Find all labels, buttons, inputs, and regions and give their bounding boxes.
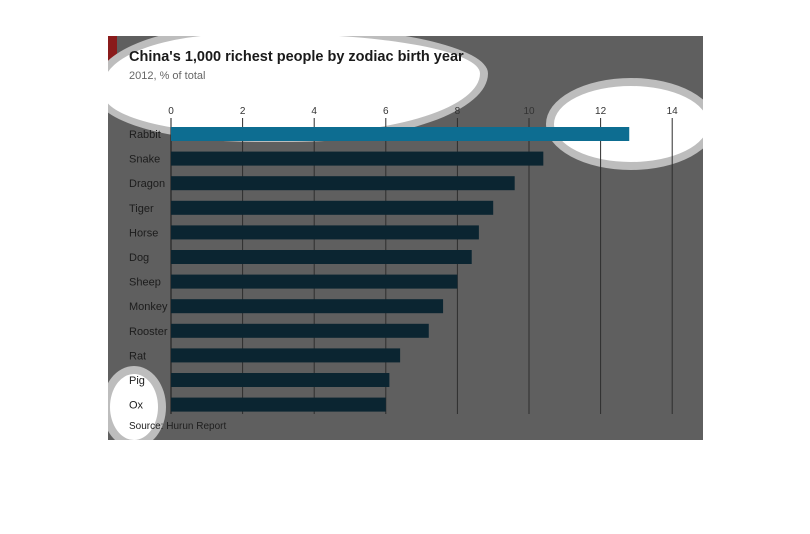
category-labels: Rabbit Snake Dragon Tiger Horse Dog Sheep Monke… bbox=[129, 129, 168, 412]
bar-tiger bbox=[171, 200, 494, 215]
x-tick-label: 12 bbox=[595, 106, 607, 117]
bar-snake bbox=[171, 151, 544, 166]
bar-ox bbox=[171, 397, 386, 412]
x-tick-label: 6 bbox=[383, 106, 389, 117]
red-tag bbox=[108, 36, 117, 62]
x-tick-label: 4 bbox=[311, 106, 317, 117]
bar-dragon bbox=[171, 176, 515, 191]
gridlines bbox=[170, 118, 673, 414]
bar-rabbit bbox=[171, 127, 630, 141]
x-tick-label: 8 bbox=[455, 106, 461, 117]
category-label-dragon: Dragon bbox=[129, 178, 165, 190]
bar-sheep bbox=[171, 274, 458, 289]
chart-source: Source: Hurun Report bbox=[129, 421, 227, 432]
category-label-snake: Snake bbox=[129, 154, 160, 166]
bar-monkey bbox=[171, 299, 444, 314]
x-tick-label: 2 bbox=[240, 106, 246, 117]
x-tick-label: 10 bbox=[523, 106, 535, 117]
category-label-horse: Horse bbox=[129, 227, 158, 239]
chart-panel: 0 2 4 6 8 10 12 14 Rabbit Snake Dragon Tiger Horse D… bbox=[108, 36, 703, 440]
bar-rat bbox=[171, 348, 401, 363]
bar-pig bbox=[171, 373, 390, 387]
chart-subtitle: 2012, % of total bbox=[129, 70, 206, 82]
category-label-rooster: Rooster bbox=[129, 326, 168, 338]
category-label-rat: Rat bbox=[129, 350, 146, 362]
category-label-tiger: Tiger bbox=[129, 203, 154, 215]
chart-title: China's 1,000 richest people by zodiac b… bbox=[129, 49, 464, 65]
bar-dog bbox=[171, 250, 472, 264]
category-label-pig: Pig bbox=[129, 375, 145, 387]
highlight-blob-top-right bbox=[546, 78, 703, 170]
bar-chart: 0 2 4 6 8 10 12 14 Rabbit Snake Dragon Tiger Horse D… bbox=[129, 106, 678, 414]
category-label-ox: Ox bbox=[129, 400, 144, 412]
x-tick-label: 0 bbox=[168, 106, 174, 117]
x-tick-label: 14 bbox=[667, 106, 679, 117]
category-label-dog: Dog bbox=[129, 252, 149, 264]
bar-rooster bbox=[171, 323, 429, 338]
category-label-sheep: Sheep bbox=[129, 277, 161, 289]
x-tick-labels: 0 2 4 6 8 10 12 14 bbox=[168, 106, 678, 117]
category-label-rabbit: Rabbit bbox=[129, 129, 161, 141]
bars bbox=[171, 127, 630, 412]
category-label-monkey: Monkey bbox=[129, 301, 168, 313]
bar-horse bbox=[171, 225, 479, 240]
highlight-blob-bottom-left bbox=[108, 366, 166, 440]
